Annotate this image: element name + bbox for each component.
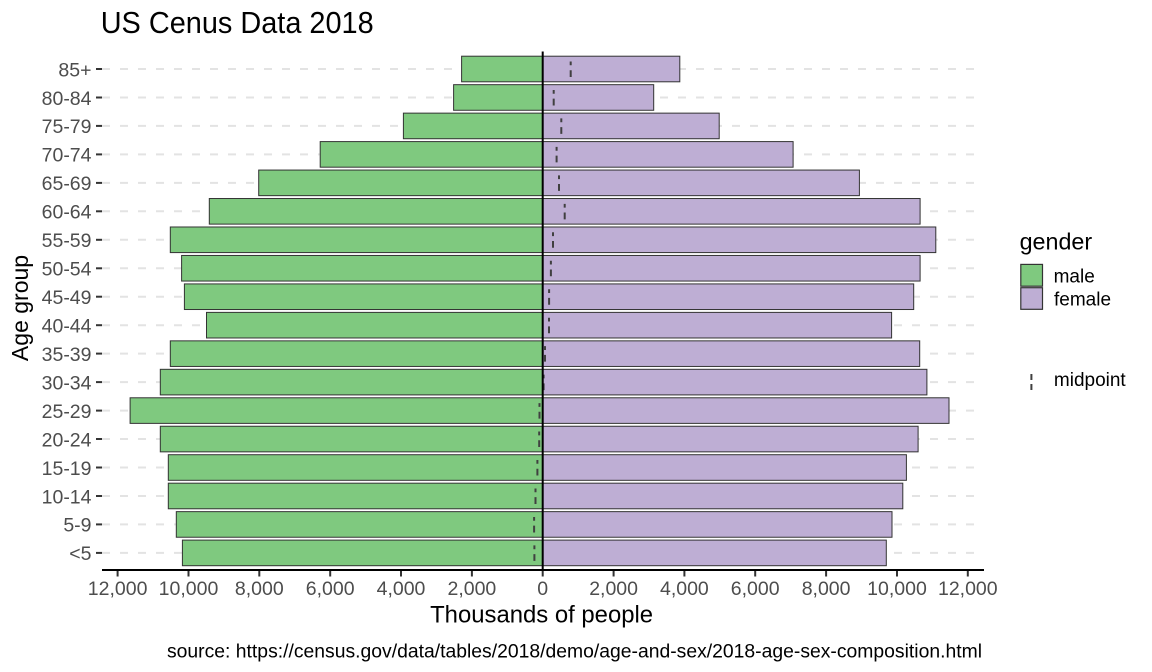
svg-text:10,000: 10,000 [867, 578, 927, 600]
svg-text:10,000: 10,000 [159, 578, 219, 600]
svg-text:60-64: 60-64 [42, 202, 92, 224]
svg-text:65-69: 65-69 [42, 173, 92, 195]
svg-text:6,000: 6,000 [731, 578, 780, 600]
svg-text:4,000: 4,000 [660, 578, 709, 600]
svg-text:source: https://census.gov/dat: source: https://census.gov/data/tables/2… [167, 642, 982, 663]
svg-text:4,000: 4,000 [377, 578, 426, 600]
svg-text:<5: <5 [69, 543, 91, 565]
svg-text:15-19: 15-19 [42, 458, 92, 480]
svg-text:12,000: 12,000 [88, 578, 148, 600]
svg-text:gender: gender [1020, 229, 1093, 255]
svg-text:45-49: 45-49 [42, 287, 92, 309]
svg-text:US Cenus Data 2018: US Cenus Data 2018 [101, 6, 374, 40]
svg-text:75-79: 75-79 [42, 116, 92, 138]
svg-text:2,000: 2,000 [589, 578, 638, 600]
svg-text:Age group: Age group [7, 255, 33, 361]
svg-text:Thousands of people: Thousands of people [430, 602, 653, 629]
svg-text:50-54: 50-54 [42, 259, 92, 281]
svg-text:20-24: 20-24 [42, 429, 92, 451]
svg-text:5-9: 5-9 [63, 515, 91, 537]
svg-text:80-84: 80-84 [42, 88, 92, 110]
svg-text:25-29: 25-29 [42, 401, 92, 423]
svg-text:12,000: 12,000 [938, 578, 998, 600]
svg-text:midpoint: midpoint [1054, 370, 1127, 391]
svg-text:40-44: 40-44 [42, 316, 92, 338]
svg-text:10-14: 10-14 [42, 486, 92, 508]
svg-text:8,000: 8,000 [802, 578, 851, 600]
svg-text:6,000: 6,000 [306, 578, 355, 600]
svg-text:2,000: 2,000 [447, 578, 496, 600]
svg-text:70-74: 70-74 [42, 145, 92, 167]
svg-text:female: female [1054, 290, 1111, 311]
svg-text:8,000: 8,000 [235, 578, 284, 600]
svg-text:35-39: 35-39 [42, 344, 92, 366]
svg-text:55-59: 55-59 [42, 230, 92, 252]
svg-text:male: male [1054, 267, 1095, 288]
svg-text:0: 0 [537, 578, 548, 600]
svg-text:30-34: 30-34 [42, 372, 92, 394]
svg-text:85+: 85+ [58, 59, 91, 81]
